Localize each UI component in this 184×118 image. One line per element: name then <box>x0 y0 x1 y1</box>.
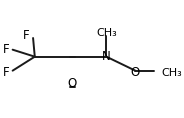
Text: F: F <box>3 67 9 80</box>
Text: F: F <box>3 43 9 56</box>
Text: F: F <box>23 29 30 42</box>
Text: CH₃: CH₃ <box>96 27 117 38</box>
Text: O: O <box>131 67 140 80</box>
Text: O: O <box>68 78 77 91</box>
Text: CH₃: CH₃ <box>161 68 182 78</box>
Text: N: N <box>102 50 111 63</box>
